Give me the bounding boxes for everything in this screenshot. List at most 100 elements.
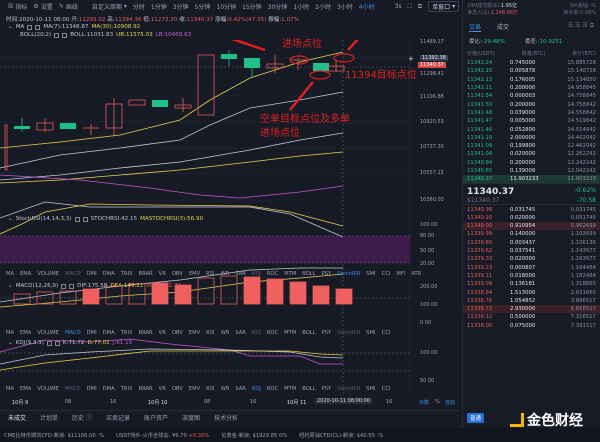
settings-button[interactable]: ⚙ 设置 [33, 3, 53, 11]
kdj-close-icon[interactable] [54, 340, 60, 346]
tab-brar[interactable]: BRAR [138, 386, 153, 392]
tab-macd[interactable]: MACD [65, 271, 81, 277]
period-1m[interactable]: 1分钟 [150, 4, 167, 11]
tab-depth-chart[interactable]: 深度图 [182, 415, 201, 422]
bids-row[interactable]: 11340.20 0.020000 0.051745 [463, 214, 600, 222]
tab-cci[interactable]: CCI [381, 386, 391, 392]
tab-wr[interactable]: WR [220, 386, 230, 392]
tab-mtm[interactable]: MTM [284, 330, 297, 336]
asks-row[interactable]: 11341.09 0.199800 12.462042 [463, 142, 600, 150]
asks-row[interactable]: 11340.37 11.903233 11.903233 [463, 175, 600, 184]
boll-settings-icon[interactable] [54, 32, 60, 38]
tab-open-orders[interactable]: 未成交 [8, 415, 27, 422]
tab-mtm[interactable]: MTM [284, 386, 297, 392]
tab-emv[interactable]: EMV [188, 271, 201, 277]
asks-row[interactable]: 11341.46 0.052800 14.514842 [463, 125, 600, 133]
period-30m[interactable]: 30分钟 [267, 4, 288, 11]
bids-row[interactable]: 11339.09 0.136181 1.318665 [463, 280, 600, 288]
tab-trix[interactable]: TRIX [120, 330, 133, 336]
tab-cci[interactable]: CCI [381, 271, 391, 277]
tab-trix[interactable]: TRIX [120, 386, 133, 392]
fullscreen-icon[interactable]: ⛶ [407, 2, 412, 10]
tab-ma[interactable]: MA [6, 386, 15, 392]
tab-cci[interactable]: CCI [381, 330, 391, 336]
tab-obv[interactable]: OBV [171, 330, 183, 336]
tab-technical-analysis[interactable]: 技术分析 [214, 415, 239, 422]
tab-rsi[interactable]: RSI [206, 386, 215, 392]
bids-row[interactable]: 11339.99 0.140000 1.102699 [463, 230, 600, 238]
bids-row[interactable]: 11338.76 1.054852 3.886517 [463, 297, 600, 305]
period-2h[interactable]: 2小时 [315, 4, 331, 11]
bids-row[interactable]: 11339.23 0.000807 1.164484 [463, 264, 600, 272]
tab-account-assets[interactable]: 账户资产 [144, 415, 169, 422]
bids-row[interactable]: 11340.36 0.031745 0.031745 [463, 205, 600, 213]
popout-icon[interactable]: ⧉ [417, 2, 423, 10]
tab-sar[interactable]: SAR [235, 271, 246, 277]
tab-stochrsi[interactable]: StochRSI [337, 330, 361, 336]
tab-dmi[interactable]: DMI [86, 386, 97, 392]
tab-psy[interactable]: PSY [321, 271, 332, 277]
tab-ema[interactable]: EMA [20, 271, 32, 277]
tab-rsi[interactable]: RSI [206, 271, 215, 277]
bids-row[interactable]: 11339.33 0.020000 1.163677 [463, 255, 600, 263]
ma-close-icon[interactable] [35, 24, 41, 30]
tab-trade-records[interactable]: 买卖记录 [105, 415, 130, 422]
bids-row[interactable]: 11338.73 2.930000 6.816517 [463, 305, 600, 314]
tab-dma[interactable]: DMA [102, 386, 115, 392]
tab-volume[interactable]: VOLUME [37, 386, 60, 392]
bids-row[interactable]: 11338.00 0.075000 7.391517 [463, 322, 600, 330]
collapse-icon[interactable]: ⌄ [8, 24, 13, 30]
tab-boll[interactable]: BOLL [302, 271, 316, 277]
tab-volume[interactable]: VOLUME [37, 271, 60, 277]
tab-psy[interactable]: PSY [321, 386, 332, 392]
tab-dma[interactable]: DMA [102, 271, 115, 277]
period-4h[interactable]: 4小时 [358, 4, 375, 11]
ma-settings-icon[interactable] [27, 24, 33, 30]
tab-emv[interactable]: EMV [188, 330, 201, 336]
period-分时[interactable]: 分时 [132, 4, 145, 11]
period-3m[interactable]: 3分钟 [172, 4, 189, 11]
tab-ma[interactable]: MA [6, 271, 15, 277]
layout-icons[interactable]: ☰ ☰ ☰ ⧉ [567, 22, 594, 29]
bids-row[interactable]: 11338.12 0.500000 7.316517 [463, 313, 600, 321]
period-1h[interactable]: 1小时 [293, 4, 310, 11]
tab-psy[interactable]: PSY [321, 330, 332, 336]
period-5m[interactable]: 5分钟 [194, 4, 211, 11]
mode-badge[interactable]: 普通 [467, 413, 485, 423]
period-3h[interactable]: 3小时 [336, 4, 353, 11]
asks-row[interactable]: 11341.48 0.039000 14.558842 [463, 109, 600, 117]
tab-boll[interactable]: BOLL [302, 386, 316, 392]
draw-button[interactable]: ✎ 画线 [58, 3, 78, 11]
tab-stochrsi[interactable]: StochRSI [337, 386, 361, 392]
bids-row[interactable]: 11339.62 0.037541 1.143677 [463, 247, 600, 255]
asks-row[interactable]: 11341.54 0.000003 14.758845 [463, 92, 600, 100]
tab-vr[interactable]: VR [158, 271, 166, 277]
bids-row[interactable]: 11340.00 0.910954 0.962699 [463, 222, 600, 231]
tab-ema[interactable]: EMA [20, 330, 32, 336]
interval-3s[interactable]: 3s [394, 3, 402, 10]
tab-macd[interactable]: MACD [65, 386, 81, 392]
period-15m[interactable]: 15分钟 [242, 4, 262, 11]
stochrsi-settings-icon[interactable] [74, 216, 80, 222]
crosshair-plus-icon[interactable]: + [408, 55, 414, 63]
tab-smi[interactable]: SMI [366, 271, 376, 277]
tab-smi[interactable]: SMI [366, 330, 376, 336]
tab-sar[interactable]: SAR [235, 330, 246, 336]
asks-row[interactable]: 11341.10 2.000000 14.462042 [463, 134, 600, 142]
indicator-button[interactable]: ☒ 指标 [8, 3, 28, 11]
custom-period-dropdown[interactable]: 自定义周期 ▾ [91, 3, 127, 11]
tab-trade[interactable]: 交易 [469, 24, 482, 32]
log-scale-button[interactable]: 对数 [419, 400, 430, 406]
ticker-item[interactable]: 纽约原油CFD(CL)-新浪: $40.55 -% [299, 432, 384, 439]
tab-dmi[interactable]: DMI [86, 271, 97, 277]
asks-row[interactable]: 11340.65 0.139009 12.042242 [463, 167, 600, 175]
asks-row[interactable]: 11341.47 0.005000 14.519842 [463, 117, 600, 125]
tab-obv[interactable]: OBV [171, 386, 183, 392]
tab-boll[interactable]: BOLL [302, 330, 316, 336]
bids-row[interactable]: 11339.11 0.018000 1.182484 [463, 272, 600, 280]
tab-roc[interactable]: ROC [266, 271, 279, 277]
tab-roc[interactable]: ROC [266, 386, 279, 392]
collapse-icon[interactable]: ⌄ [8, 283, 13, 289]
tab-wr[interactable]: WR [220, 271, 230, 277]
tab-dma[interactable]: DMA [102, 330, 115, 336]
